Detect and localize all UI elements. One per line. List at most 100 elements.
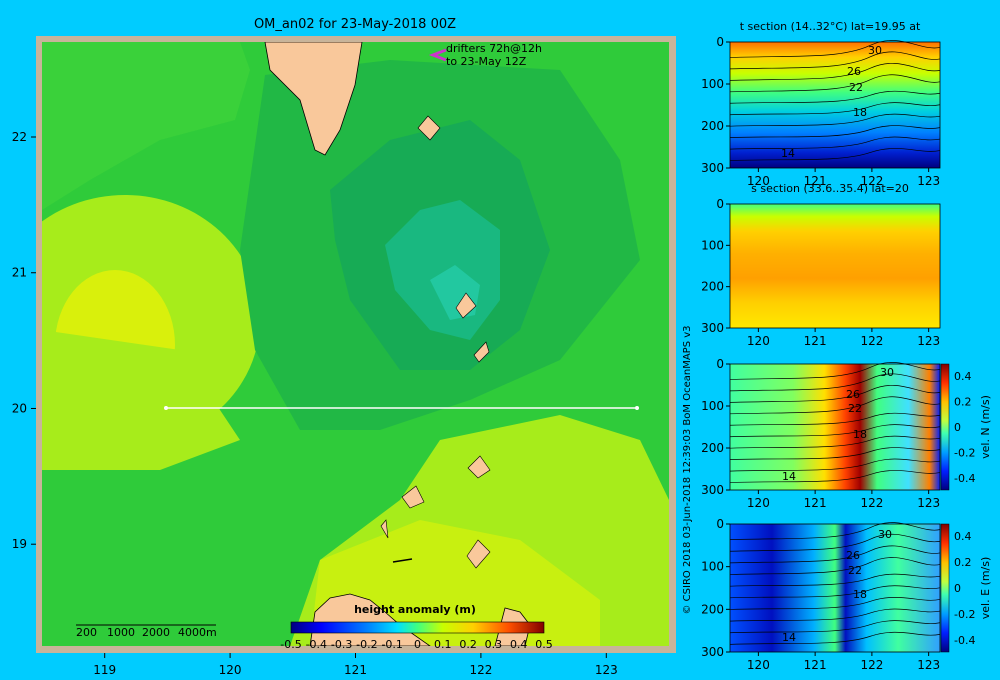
drifter-track-icon (428, 48, 447, 62)
map-axes: 119 120 121 122 123 19 20 21 22 (12, 130, 618, 677)
colorbar-tick-label: -0.1 (381, 638, 402, 651)
panel-s-title: s section (33.6..35.4) lat=20 (751, 182, 909, 195)
panel-x-tick-label: 123 (917, 174, 940, 188)
map-x-tick-label: 123 (595, 663, 618, 677)
panel-vn-colorbar-label: vel. N (m/s) (979, 395, 992, 459)
credit-line: © CSIRO 2018 03-Jun-2018 12:39:03 BoM Oc… (682, 325, 693, 614)
panel-x-tick-label: 122 (860, 334, 883, 348)
panel-y-tick-label: 100 (701, 399, 724, 413)
isotherm-line (729, 63, 941, 81)
land-island-7 (466, 539, 491, 569)
map-y-tick-label: 21 (12, 266, 27, 280)
panel-x-tick-label: 120 (747, 174, 770, 188)
panel-s-field (730, 204, 940, 328)
panel-y-tick-label: 200 (701, 280, 724, 294)
panel-y-tick-label: 0 (716, 357, 724, 371)
colorbar-tick-label: 0.5 (535, 638, 553, 651)
isotherm-line (729, 435, 941, 449)
panel-colorbar-tick-label: 0.2 (954, 556, 972, 569)
isotherm-line (729, 51, 941, 70)
panel-colorbar-tick-label: 0 (954, 421, 961, 434)
panel-y-tick-label: 200 (701, 119, 724, 133)
colorbar-title: height anomaly (m) (354, 603, 476, 616)
colorbar-tick-label: -0.3 (331, 638, 352, 651)
panel-x-tick-label: 123 (917, 658, 940, 672)
panel-y-tick-label: 100 (701, 77, 724, 91)
isotherm-label: 30 (868, 44, 882, 57)
isotherm-line (729, 585, 941, 599)
isotherm-line (729, 470, 941, 483)
isotherm-line (729, 102, 941, 116)
panel-x-tick-label: 121 (804, 174, 827, 188)
panel-s-section: s section (33.6..35.4) lat=20 (730, 182, 940, 328)
isotherm-line (729, 620, 941, 634)
isotherm-line (729, 412, 941, 426)
isotherm-line (729, 74, 941, 93)
isotherm-line (729, 447, 941, 460)
isotherm-line (729, 573, 941, 587)
map-x-tick-label: 120 (219, 663, 242, 677)
isotherm-line (729, 148, 941, 161)
panel-frame (729, 203, 941, 329)
isotherm-line (729, 396, 941, 415)
colorbar-tick-label: 0.1 (434, 638, 452, 651)
map-x-tick-label: 121 (344, 663, 367, 677)
panel-colorbar-tick-label: -0.4 (954, 472, 975, 485)
isotherm-line (729, 458, 941, 472)
map-x-tick-label: 119 (93, 663, 116, 677)
isotherm-line (729, 557, 941, 575)
panel-x-tick-label: 121 (804, 334, 827, 348)
colorbar-tick-label: -0.2 (356, 638, 377, 651)
panel-y-tick-label: 100 (701, 238, 724, 252)
colorbar-tick-label: 0.3 (485, 638, 503, 651)
panel-x-tick-label: 123 (917, 496, 940, 510)
land-taiwan (264, 42, 363, 156)
depth-label-200: 200 (76, 626, 97, 639)
colorbar-tick-label: 0.2 (459, 638, 477, 651)
panel-colorbar-tick-label: 0.4 (954, 530, 972, 543)
section-start-marker (164, 406, 168, 410)
isotherm-label: 30 (880, 366, 894, 379)
panel-ve-colorbar (940, 523, 950, 653)
panel-y-tick-label: 0 (716, 517, 724, 531)
isotherm-label: 22 (849, 81, 863, 94)
drifter-label-line1: drifters 72h@12h (446, 42, 542, 55)
colorbar: height anomaly (m) -0.5 -0.4 -0.3 -0.2 -0.1 0… (280, 603, 553, 651)
isotherm-label: 26 (847, 65, 861, 78)
isotherm-label: 14 (781, 147, 795, 160)
panel-colorbar-tick-label: -0.2 (954, 608, 975, 621)
isotherm-line (729, 125, 941, 138)
depth-legend: 200 1000 2000 4000m (76, 624, 217, 639)
depth-label-1000: 1000 (107, 626, 135, 639)
isotherm-line (729, 136, 941, 150)
colorbar-tick-label: -0.4 (306, 638, 327, 651)
panel-vn-colorbar (940, 363, 950, 491)
land-island-2 (455, 292, 477, 319)
panel-y-tick-label: 100 (701, 560, 724, 574)
panel-vel-n: vel. N (m/s) (730, 363, 992, 491)
map-y-tick-label: 19 (12, 537, 27, 551)
panel-x-tick-label: 121 (804, 658, 827, 672)
isotherm-line (729, 113, 941, 127)
isotherm-label: 30 (878, 528, 892, 541)
map-y-tick-label: 22 (12, 130, 27, 144)
isotherm-label: 18 (853, 428, 867, 441)
land-island-3 (473, 341, 490, 363)
isotherm-line (729, 373, 941, 392)
panel-x-tick-label: 120 (747, 334, 770, 348)
isotherm-line (729, 545, 941, 564)
panel-colorbar-tick-label: -0.4 (954, 634, 975, 647)
panel-colorbar-tick-label: -0.2 (954, 447, 975, 460)
isotherm-line (729, 385, 941, 403)
panel-t-title: t section (14..32°C) lat=19.95 at (740, 20, 921, 33)
panel-x-tick-label: 122 (860, 658, 883, 672)
depth-label-4000: 4000m (178, 626, 217, 639)
isotherm-label: 22 (848, 402, 862, 415)
panel-colorbar-tick-label: 0.2 (954, 396, 972, 409)
colorbar-tick-label: 0.4 (510, 638, 528, 651)
panel-y-tick-label: 0 (716, 197, 724, 211)
panel-y-tick-label: 300 (701, 645, 724, 659)
panel-x-tick-label: 121 (804, 496, 827, 510)
map-x-tick-label: 122 (469, 663, 492, 677)
